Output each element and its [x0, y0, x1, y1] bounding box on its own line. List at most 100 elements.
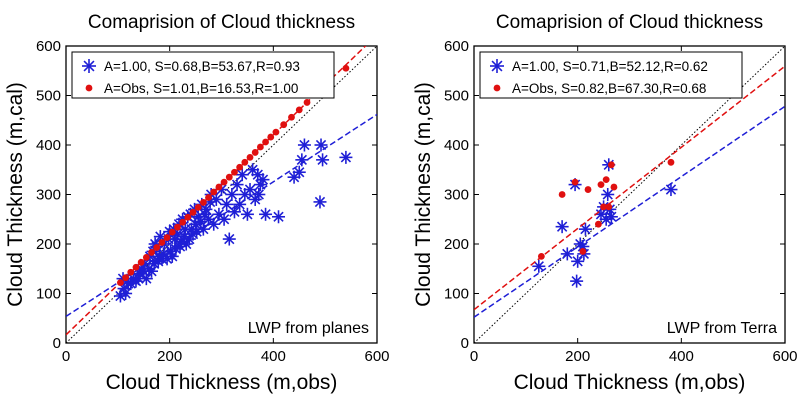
legend-label: A=1.00, S=0.68,B=53.67,R=0.93: [104, 59, 300, 74]
y-axis-label: Cloud Thickness (m,cal): [412, 82, 435, 307]
y-tick-label: 500: [36, 88, 61, 105]
asterisk-stroke: [211, 194, 222, 205]
asterisk-stroke: [252, 169, 263, 180]
y-tick-label: 100: [36, 286, 61, 303]
dot-point: [179, 218, 187, 226]
chart-title: Comaprision of Cloud thickness: [496, 12, 763, 33]
asterisk-point: [233, 197, 247, 211]
legend-box: [71, 51, 335, 99]
dot-point: [194, 203, 202, 211]
asterisk-point: [313, 195, 327, 209]
asterisk-point: [207, 217, 221, 231]
x-tick-label: 600: [772, 348, 797, 365]
dot-point: [184, 213, 192, 221]
asterisk-stroke: [257, 174, 269, 185]
y-tick-label: 300: [444, 187, 469, 204]
asterisk-stroke: [218, 214, 230, 225]
asterisk-stroke: [665, 184, 677, 195]
asterisk-point: [316, 153, 330, 167]
dot-point: [571, 178, 579, 186]
asterisk-point: [339, 150, 353, 164]
asterisk-stroke: [203, 214, 214, 225]
asterisk-stroke: [120, 288, 131, 299]
dot-point: [231, 168, 238, 176]
asterisk-point: [222, 232, 236, 246]
asterisk-stroke: [208, 219, 219, 230]
dot-point: [117, 279, 124, 287]
asterisk-stroke: [533, 261, 544, 272]
dot-point: [272, 128, 280, 136]
asterisk-stroke: [216, 184, 227, 195]
dot-point: [537, 252, 545, 260]
y-tick-label: 600: [36, 38, 61, 55]
chart-annotation: LWP from planes: [248, 320, 369, 337]
x-tick-label: 200: [157, 348, 182, 365]
dot-point: [280, 121, 288, 129]
dot-point: [225, 173, 233, 181]
asterisk-point: [532, 259, 546, 273]
asterisk-stroke: [237, 169, 248, 180]
asterisk-point: [252, 188, 266, 201]
asterisk-stroke: [340, 152, 352, 163]
dot-point: [158, 239, 166, 246]
asterisk-point: [314, 138, 328, 152]
asterisk-point: [119, 287, 133, 300]
chart-panel-2: Comaprision of Cloud thickness 0 200 400 600…: [412, 12, 798, 394]
dot-point: [251, 149, 259, 156]
x-axis-label: Cloud Thickness (m,obs): [106, 371, 338, 394]
dot-point: [607, 161, 615, 169]
x-tick-label: 400: [261, 348, 286, 365]
asterisk-point: [571, 254, 585, 268]
x-tick-label: 400: [669, 348, 694, 365]
dot-point: [303, 99, 311, 106]
asterisk-stroke: [83, 60, 95, 72]
asterisk-stroke: [562, 248, 573, 260]
asterisk-stroke: [299, 139, 310, 151]
y-tick-label: 100: [444, 286, 469, 303]
legend-asterisk-marker: [490, 59, 504, 73]
plot-area: [66, 46, 377, 343]
dot-point: [610, 183, 618, 191]
asterisk-stroke: [273, 211, 284, 222]
dot-point: [295, 106, 303, 114]
chart-title: Comaprision of Cloud thickness: [88, 12, 355, 33]
dot-point: [605, 203, 613, 211]
asterisk-stroke: [234, 199, 245, 210]
asterisk-point: [196, 222, 210, 236]
asterisk-point: [259, 207, 273, 221]
asterisk-stroke: [231, 179, 243, 190]
dot-point: [667, 158, 675, 166]
asterisk-point: [295, 153, 309, 167]
asterisk-point: [240, 207, 254, 221]
asterisk-stroke: [198, 223, 209, 235]
y-tick-label: 400: [36, 137, 61, 154]
asterisk-point: [139, 272, 153, 286]
dot-point: [132, 263, 140, 271]
asterisk-stroke: [606, 211, 617, 222]
y-tick-label: 200: [444, 236, 469, 253]
dot-point: [137, 258, 145, 266]
dot-point: [142, 253, 150, 261]
asterisk-stroke: [491, 60, 503, 72]
asterisk-stroke: [572, 256, 583, 267]
dot-point: [602, 176, 610, 184]
dot-point: [262, 138, 269, 146]
dot-point: [597, 181, 605, 189]
asterisk-point: [578, 222, 592, 236]
asterisk-stroke: [315, 139, 327, 151]
dot-point: [174, 223, 181, 231]
asterisk-point: [251, 168, 265, 182]
x-axis-label: Cloud Thickness (m,obs): [514, 371, 746, 394]
legend-asterisk-marker: [82, 59, 96, 73]
dot-point: [241, 158, 249, 166]
y-tick-label: 0: [461, 335, 469, 352]
dot-point: [127, 268, 135, 276]
x-tick-label: 200: [565, 348, 590, 365]
asterisk-point: [217, 212, 231, 226]
dot-point: [236, 163, 244, 171]
dot-point: [288, 113, 295, 121]
dot-point: [579, 248, 587, 255]
dot-point: [148, 249, 155, 256]
dot-point: [189, 208, 197, 216]
